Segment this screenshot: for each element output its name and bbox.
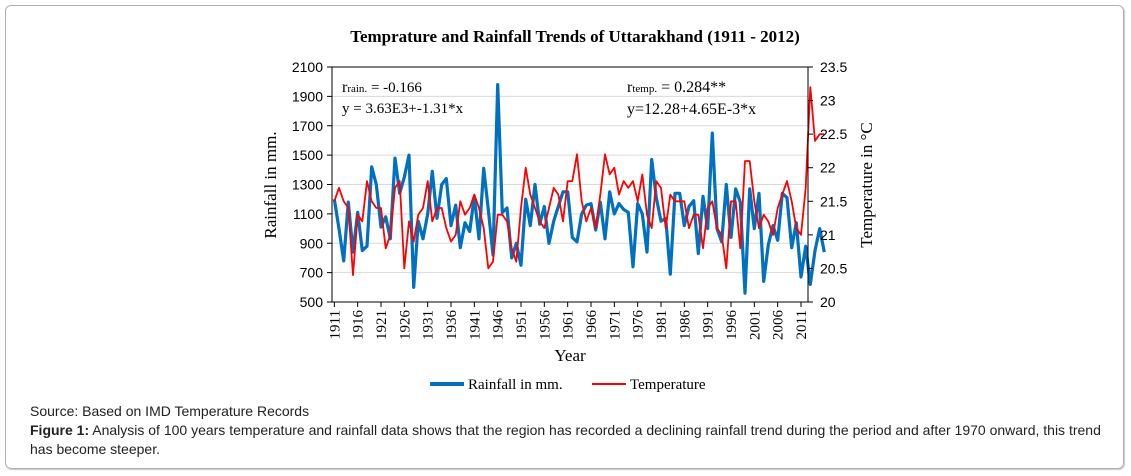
series-line-temperature <box>333 86 825 277</box>
legend-label-rainfall: Rainfall in mm. <box>468 377 563 393</box>
axes <box>327 66 813 307</box>
x-tick-label: 1976 <box>631 310 647 341</box>
x-tick-label: 1981 <box>654 310 670 340</box>
temp-r-value: = 0.284** <box>657 79 726 96</box>
x-tick-label: 1986 <box>677 310 693 341</box>
y2-axis-label: Temperature in °C <box>857 122 876 248</box>
y2-tick-label: 22.5 <box>820 126 847 142</box>
y-tick-label: 1700 <box>292 118 323 134</box>
x-tick-label: 1951 <box>514 310 530 340</box>
rain-r-subscript: rain. <box>347 83 367 95</box>
figure-description: Figure 1: Analysis of 100 years temperat… <box>30 421 1110 459</box>
figure-frame <box>5 5 1124 469</box>
x-tick-label: 1941 <box>467 310 483 340</box>
x-tick-label: 1966 <box>584 310 600 341</box>
chart-title: Temprature and Rainfall Trends of Uttara… <box>350 27 800 46</box>
x-tick-label: 2006 <box>771 310 787 341</box>
temp-r-symbol: r <box>627 79 633 96</box>
legend-label-temperature: Temperature <box>630 377 706 393</box>
y-tick-label: 900 <box>300 235 324 251</box>
rain-regression-equation: y = 3.63E3+-1.31*x <box>342 101 464 117</box>
y-tick-labels: 500 700 900 1100 1300 1500 1700 1900 2100 <box>292 59 323 310</box>
y-tick-label: 1900 <box>292 88 323 104</box>
x-tick-label: 1911 <box>327 310 343 339</box>
y2-tick-label: 20 <box>820 294 836 310</box>
x-tick-label: 1931 <box>421 310 437 340</box>
x-tick-label: 1916 <box>351 310 367 341</box>
x-tick-label: 2001 <box>747 310 763 340</box>
y2-tick-label: 23 <box>820 93 836 109</box>
figure-label: Figure 1: <box>30 422 90 438</box>
x-tick-label: 1926 <box>397 310 413 341</box>
x-tick-label: 1946 <box>491 310 507 341</box>
y-tick-label: 1500 <box>292 147 323 163</box>
y-axis-label: Rainfall in mm. <box>261 131 280 238</box>
x-tick-label: 1996 <box>724 310 740 341</box>
rain-r-symbol: r <box>342 79 348 96</box>
y2-tick-label: 22 <box>820 160 836 176</box>
x-axis-label: Year <box>554 346 586 365</box>
figure-text: Analysis of 100 years temperature and ra… <box>30 422 1101 457</box>
chart: Temprature and Rainfall Trends of Uttara… <box>261 27 876 393</box>
x-tick-label: 1956 <box>537 310 553 341</box>
figure-caption: Source: Based on IMD Temperature Records… <box>30 402 1110 459</box>
y-tick-label: 500 <box>300 294 324 310</box>
x-tick-label: 1991 <box>701 310 717 340</box>
rain-r-value: = -0.166 <box>367 80 422 96</box>
y2-tick-label: 21.5 <box>820 193 847 209</box>
temp-correlation-annotation: rtemp. = 0.284** <box>627 79 726 96</box>
temp-r-subscript: temp. <box>632 83 657 95</box>
y-tick-label: 700 <box>300 265 324 281</box>
y-tick-label: 2100 <box>292 59 323 75</box>
y2-tick-label: 20.5 <box>820 260 847 276</box>
x-tick-label: 1921 <box>374 310 390 340</box>
x-tick-labels: 1911 1916 1921 1926 1931 1936 1941 1946 1951 1956… <box>327 310 810 341</box>
legend: Rainfall in mm. Temperature <box>430 377 706 393</box>
rain-correlation-annotation: rrain. = -0.166 <box>342 79 422 96</box>
y-tick-label: 1100 <box>293 206 323 222</box>
y2-tick-labels: 20 20.5 21 21.5 22 22.5 23 23.5 <box>820 59 847 310</box>
source-note: Source: Based on IMD Temperature Records <box>30 403 310 419</box>
temp-regression-equation: y=12.28+4.65E-3*x <box>627 101 756 118</box>
x-tick-label: 1961 <box>561 310 577 340</box>
y2-tick-label: 21 <box>820 227 836 243</box>
y-tick-label: 1300 <box>292 177 323 193</box>
series-group <box>332 82 826 295</box>
x-tick-label: 1936 <box>444 310 460 341</box>
x-tick-label: 2011 <box>794 310 810 339</box>
x-tick-label: 1971 <box>607 310 623 340</box>
y2-tick-label: 23.5 <box>820 59 847 75</box>
series-line-rainfall <box>332 82 826 295</box>
